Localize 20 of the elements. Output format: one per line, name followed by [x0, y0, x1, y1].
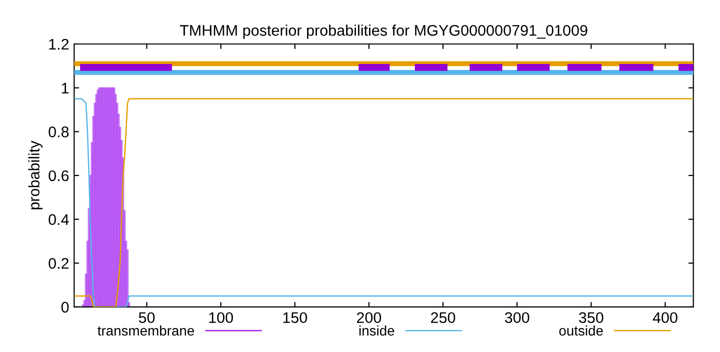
- y-tick-label: 1: [62, 82, 69, 94]
- y-tick-label: 0.4: [48, 214, 69, 225]
- x-tick-label: 150: [283, 312, 308, 324]
- x-tick-label: 300: [504, 312, 530, 324]
- y-axis-title: probability: [28, 140, 43, 210]
- x-tick-label: 250: [431, 312, 456, 324]
- y-tick-label: 0.2: [48, 258, 69, 269]
- y-tick-label: 0.6: [48, 170, 69, 182]
- y-tick-label: 1.2: [49, 38, 69, 50]
- x-tick-label: 400: [652, 312, 678, 324]
- y-tick-label: 0: [61, 302, 69, 313]
- chart-title: TMHMM posterior probabilities for MGYG000000791_01009: [180, 24, 588, 39]
- legend-label: transmembrane: [98, 325, 194, 336]
- y-tick-label: 0.8: [48, 126, 69, 138]
- x-tick-label: 100: [209, 312, 233, 324]
- x-tick-label: 200: [356, 312, 382, 324]
- legend-label: inside: [359, 325, 394, 336]
- legend-label: outside: [559, 325, 603, 336]
- x-tick-label: 50: [138, 312, 155, 324]
- x-tick-label: 350: [578, 312, 604, 324]
